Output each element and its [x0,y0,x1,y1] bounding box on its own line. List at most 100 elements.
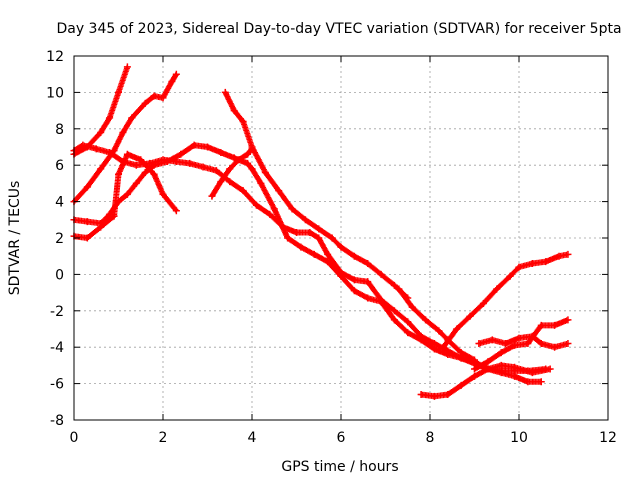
data-point [315,225,323,233]
data-point [337,243,345,251]
data-point [248,143,256,151]
data-point [524,378,532,386]
data-point [137,156,145,164]
data-point [471,365,478,373]
data-point [350,276,358,284]
data-point [159,94,167,102]
data-point [502,340,510,348]
data-point [230,154,238,162]
y-tick-label: 8 [55,122,64,138]
data-point [177,150,185,158]
data-layer [70,63,572,400]
data-point [230,107,238,115]
series-track-e [70,150,180,242]
data-point [350,252,358,260]
series-track-a [70,63,131,158]
series-track-d [70,141,545,386]
data-point [430,345,438,353]
data-point [244,159,252,167]
data-point [564,340,572,348]
x-tick-label: 6 [337,430,346,446]
data-point [141,168,149,176]
data-point [123,63,131,71]
data-point [457,349,465,357]
data-point [204,143,211,151]
data-point [435,327,443,335]
series-track-j [417,361,554,400]
data-point [364,259,372,267]
data-point [324,250,332,258]
data-point [377,270,385,278]
y-tick-label: 2 [55,231,64,247]
axis-ticks [73,55,609,421]
data-point [310,250,318,258]
data-point [270,205,278,213]
data-point [150,170,158,178]
x-tick-label: 10 [510,430,528,446]
data-point [475,340,483,348]
data-point [350,287,358,295]
data-point [564,316,572,324]
series-track-b [70,70,180,206]
data-point [511,372,519,380]
data-point [106,148,114,156]
data-point [417,336,425,344]
data-point [511,341,519,349]
data-point [484,365,492,373]
data-point [390,307,398,315]
data-point [110,212,118,220]
data-point [266,210,274,218]
data-point [284,234,292,242]
data-point [537,378,545,386]
data-point [324,258,332,266]
data-point [422,316,430,324]
series-track-i [439,250,572,351]
data-point [497,361,505,369]
data-point [395,285,403,293]
data-point [226,178,234,186]
y-axis-label: SDTVAR / TECUs [7,181,23,296]
x-tick-label: 12 [599,430,617,446]
data-point [315,234,323,242]
grid-lines [74,56,608,420]
data-point [221,88,229,96]
data-point [217,148,225,156]
data-point [471,356,478,364]
data-point [97,128,105,136]
data-point [79,141,87,149]
data-point [479,300,487,308]
data-point [337,272,345,280]
data-point [190,141,198,149]
data-point [497,349,505,357]
y-tick-label: -4 [50,340,64,356]
data-point [293,229,300,237]
data-point [288,205,296,213]
data-point [297,243,305,251]
data-point [119,128,127,136]
data-point [106,114,114,122]
x-tick-label: 2 [159,430,168,446]
data-point [377,298,385,306]
data-point [168,77,176,85]
y-tick-label: 4 [55,195,64,211]
x-axis-label: GPS time / hours [281,459,398,475]
data-point [301,216,309,224]
data-point [159,190,167,198]
y-tick-label: 10 [46,85,64,101]
data-point [248,165,256,173]
data-point [128,114,136,122]
series-track-l [471,316,572,373]
data-point [497,369,505,377]
data-point [186,159,194,167]
data-point [123,150,131,158]
data-point [150,92,158,100]
data-point [528,259,536,267]
data-point [444,391,452,399]
data-point [226,165,234,173]
data-point [199,163,207,171]
data-point [275,187,283,195]
data-point [466,312,474,320]
data-point [537,340,545,348]
data-point [92,145,100,153]
data-point [484,358,492,366]
